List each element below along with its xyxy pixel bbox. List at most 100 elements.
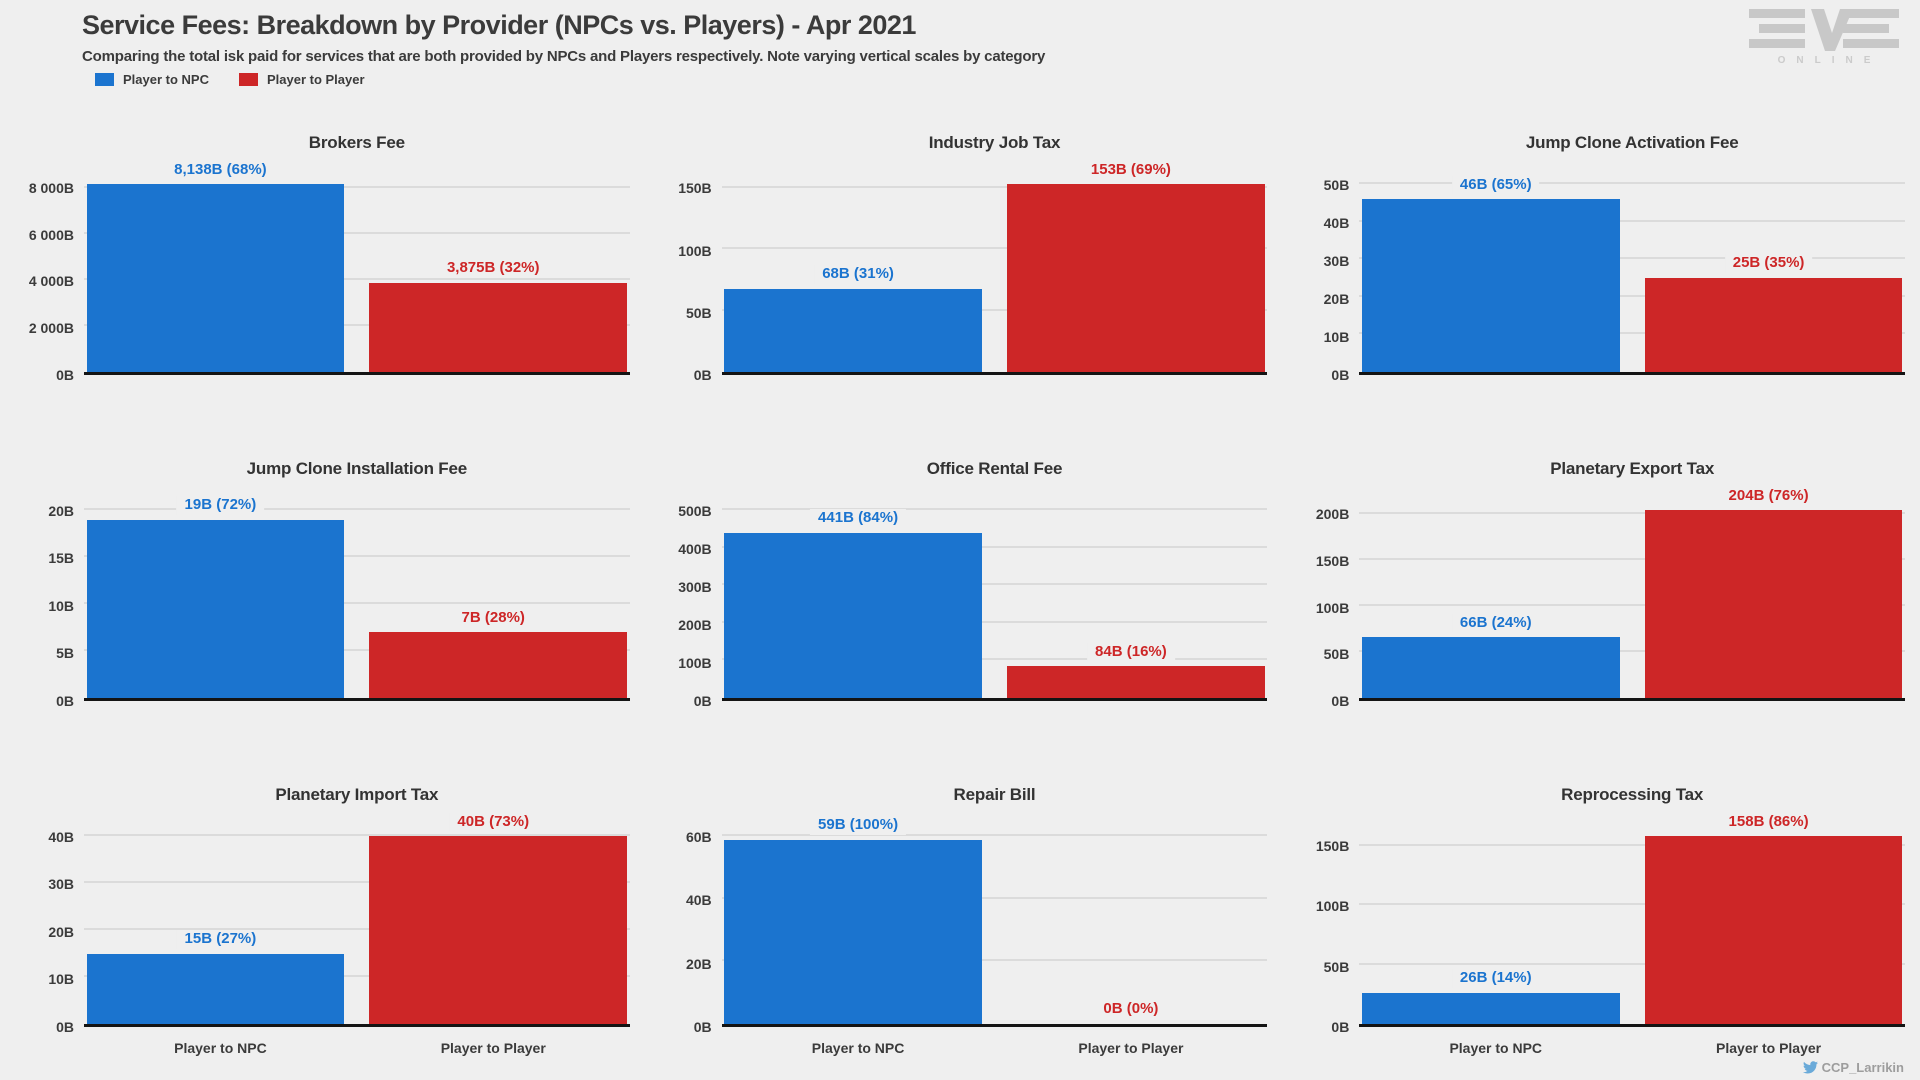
- gridline: [84, 277, 630, 280]
- ytick-label: 50B: [685, 304, 712, 321]
- ytick-label: 150B: [1315, 838, 1350, 855]
- bar-player-to-player: [1007, 666, 1265, 698]
- gridline: [84, 834, 630, 837]
- eve-logo-icon: [1749, 9, 1899, 51]
- legend-label: Player to NPC: [123, 72, 209, 87]
- value-label: 0B (0%): [1095, 1000, 1167, 1019]
- credit-footer: CCP_Larrikin: [1802, 1060, 1904, 1075]
- header: Service Fees: Breakdown by Provider (NPC…: [0, 0, 1920, 87]
- ytick-label: 300B: [678, 578, 712, 595]
- bar-player-to-npc: [1362, 199, 1620, 372]
- ytick-label: 500B: [678, 502, 712, 519]
- ytick-label: 10B: [1323, 328, 1350, 345]
- page-subtitle: Comparing the total isk paid for service…: [82, 48, 1046, 65]
- plot-area: 15B (27%) 40B (73%): [84, 812, 630, 1027]
- bar-player-to-npc: [86, 519, 345, 698]
- x-axis-labels: Player to NPC Player to Player: [84, 1027, 630, 1059]
- chart-reprocessing-tax: Reprocessing Tax 0B 50B 100B 150B 26B (14%) 15…: [1295, 785, 1905, 1059]
- gridline: [1359, 650, 1905, 653]
- gridline: [84, 508, 630, 511]
- gridline: [721, 834, 1268, 837]
- legend: Player to NPC Player to Player: [95, 72, 1900, 87]
- gridline: [84, 649, 630, 652]
- ytick-label: 50B: [1323, 958, 1350, 975]
- y-axis: 0B 20B 40B 60B: [658, 827, 722, 1035]
- ytick-label: 200B: [678, 616, 712, 633]
- gridline: [84, 185, 630, 188]
- ytick-label: 30B: [48, 876, 74, 893]
- bar-player-to-player: [369, 282, 627, 372]
- bar-player-to-player: [1007, 184, 1265, 372]
- bar-player-to-player: [1644, 510, 1903, 698]
- ytick-label: 20B: [48, 923, 74, 940]
- plot-area: 441B (84%) 84B (16%): [721, 501, 1268, 701]
- gridline: [721, 186, 1268, 189]
- bar-player-to-npc: [724, 288, 982, 372]
- ytick-label: 8 000B: [28, 179, 74, 196]
- plot-area: 66B (24%) 204B (76%): [1359, 486, 1905, 701]
- x-axis-label: Player to NPC: [174, 1040, 267, 1056]
- gridline: [721, 959, 1268, 962]
- value-label: 46B (65%): [1451, 175, 1540, 195]
- value-label: 7B (28%): [453, 608, 533, 628]
- ytick-label: 15B: [48, 550, 74, 567]
- chart-jump-clone-installation-fee: Jump Clone Installation Fee 0B 5B 10B 15B 20B…: [20, 459, 630, 709]
- chart-title: Planetary Import Tax: [275, 785, 439, 804]
- chart-jump-clone-activation-fee: Jump Clone Activation Fee 0B 10B 20B 30B 40B 5…: [1295, 133, 1905, 383]
- value-label: 25B (35%): [1724, 254, 1813, 274]
- x-axis-label: Player to NPC: [1449, 1040, 1543, 1056]
- gridline: [721, 545, 1268, 548]
- gridline: [84, 231, 630, 234]
- chart-title: Jump Clone Activation Fee: [1525, 133, 1739, 152]
- plot-area: 19B (72%) 7B (28%): [84, 496, 630, 701]
- chart-planetary-import-tax: Planetary Import Tax 0B 10B 20B 30B 40B 15B (2…: [20, 785, 630, 1059]
- gridline: [1359, 182, 1905, 185]
- plot-area: 8,138B (68%) 3,875B (32%): [84, 160, 630, 375]
- chart-body: 0B 50B 100B 150B 68B (31%) 153B (69%): [658, 160, 1268, 383]
- bar-player-to-player: [1644, 836, 1903, 1024]
- bar-player-to-npc: [724, 839, 982, 1024]
- ytick-label: 0B: [56, 1019, 74, 1035]
- ytick-label: 100B: [678, 242, 712, 259]
- plot-area: 26B (14%) 158B (86%): [1359, 812, 1905, 1027]
- eve-online-logo: ONLINE: [1744, 8, 1904, 66]
- value-label: 26B (14%): [1451, 969, 1540, 989]
- ytick-label: 100B: [678, 654, 712, 671]
- value-label: 40B (73%): [449, 812, 538, 832]
- chart-body: 0B 10B 20B 30B 40B 15B (27%) 40B (73%): [20, 812, 630, 1035]
- bar-player-to-player: [1644, 278, 1903, 372]
- y-axis: 0B 5B 10B 15B 20B: [20, 501, 84, 709]
- y-axis: 0B 10B 20B 30B 40B 50B: [1295, 175, 1359, 383]
- gridline: [1359, 512, 1905, 515]
- gridline: [1359, 257, 1905, 260]
- value-label: 8,138B (68%): [166, 160, 275, 180]
- chart-title: Repair Bill: [953, 785, 1036, 804]
- gridline: [721, 308, 1268, 311]
- gridline: [721, 508, 1268, 511]
- chart-title: Industry Job Tax: [928, 133, 1061, 152]
- y-axis: 0B 100B 200B 300B 400B 500B: [658, 501, 722, 709]
- ytick-label: 20B: [1323, 290, 1350, 307]
- gridline: [1359, 604, 1905, 607]
- gridline: [721, 658, 1268, 661]
- gridline: [84, 602, 630, 605]
- value-label: 66B (24%): [1451, 613, 1540, 633]
- bar-player-to-npc: [1362, 993, 1620, 1024]
- red-swatch-icon: [238, 73, 258, 86]
- ytick-label: 40B: [685, 892, 712, 909]
- gridline: [1359, 332, 1905, 335]
- bar-player-to-npc: [724, 532, 982, 698]
- gridline: [721, 896, 1268, 899]
- y-axis: 0B 50B 100B 150B: [1295, 827, 1359, 1035]
- chart-office-rental-fee: Office Rental Fee 0B 100B 200B 300B 400B 500B 4…: [658, 459, 1268, 709]
- gridline: [1359, 558, 1905, 561]
- legend-item-player-to-player: Player to Player: [238, 72, 365, 87]
- twitter-icon: [1802, 1061, 1818, 1074]
- x-axis-label: Player to NPC: [811, 1040, 905, 1056]
- ytick-label: 6 000B: [28, 226, 74, 243]
- ytick-label: 0B: [1331, 1019, 1350, 1035]
- ytick-label: 50B: [1323, 646, 1350, 663]
- gridline: [84, 323, 630, 326]
- brand-online-text: ONLINE: [1777, 55, 1882, 66]
